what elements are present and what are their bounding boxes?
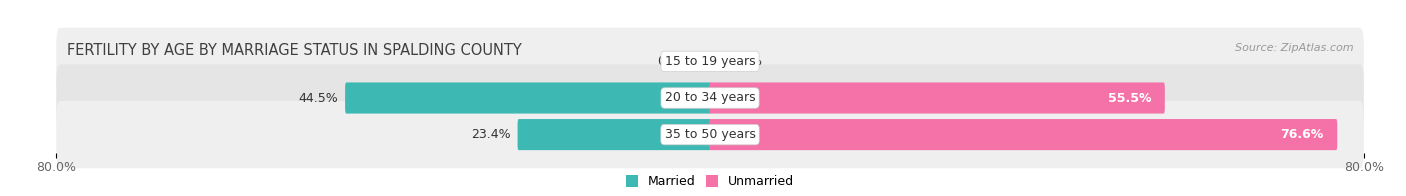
Legend: Married, Unmarried: Married, Unmarried (626, 175, 794, 188)
Text: 20 to 34 years: 20 to 34 years (665, 92, 755, 104)
Text: FERTILITY BY AGE BY MARRIAGE STATUS IN SPALDING COUNTY: FERTILITY BY AGE BY MARRIAGE STATUS IN S… (66, 43, 522, 58)
Text: Source: ZipAtlas.com: Source: ZipAtlas.com (1234, 43, 1354, 53)
FancyBboxPatch shape (517, 119, 711, 150)
Text: 35 to 50 years: 35 to 50 years (665, 128, 755, 141)
FancyBboxPatch shape (344, 83, 711, 113)
FancyBboxPatch shape (56, 28, 1364, 95)
FancyBboxPatch shape (709, 83, 1164, 113)
Text: 23.4%: 23.4% (471, 128, 510, 141)
FancyBboxPatch shape (56, 101, 1364, 168)
Text: 15 to 19 years: 15 to 19 years (665, 55, 755, 68)
Text: 55.5%: 55.5% (1108, 92, 1152, 104)
Text: 0.0%: 0.0% (658, 55, 689, 68)
FancyBboxPatch shape (709, 119, 1337, 150)
FancyBboxPatch shape (56, 64, 1364, 132)
Text: 76.6%: 76.6% (1281, 128, 1324, 141)
Text: 44.5%: 44.5% (298, 92, 339, 104)
Text: 0.0%: 0.0% (731, 55, 762, 68)
